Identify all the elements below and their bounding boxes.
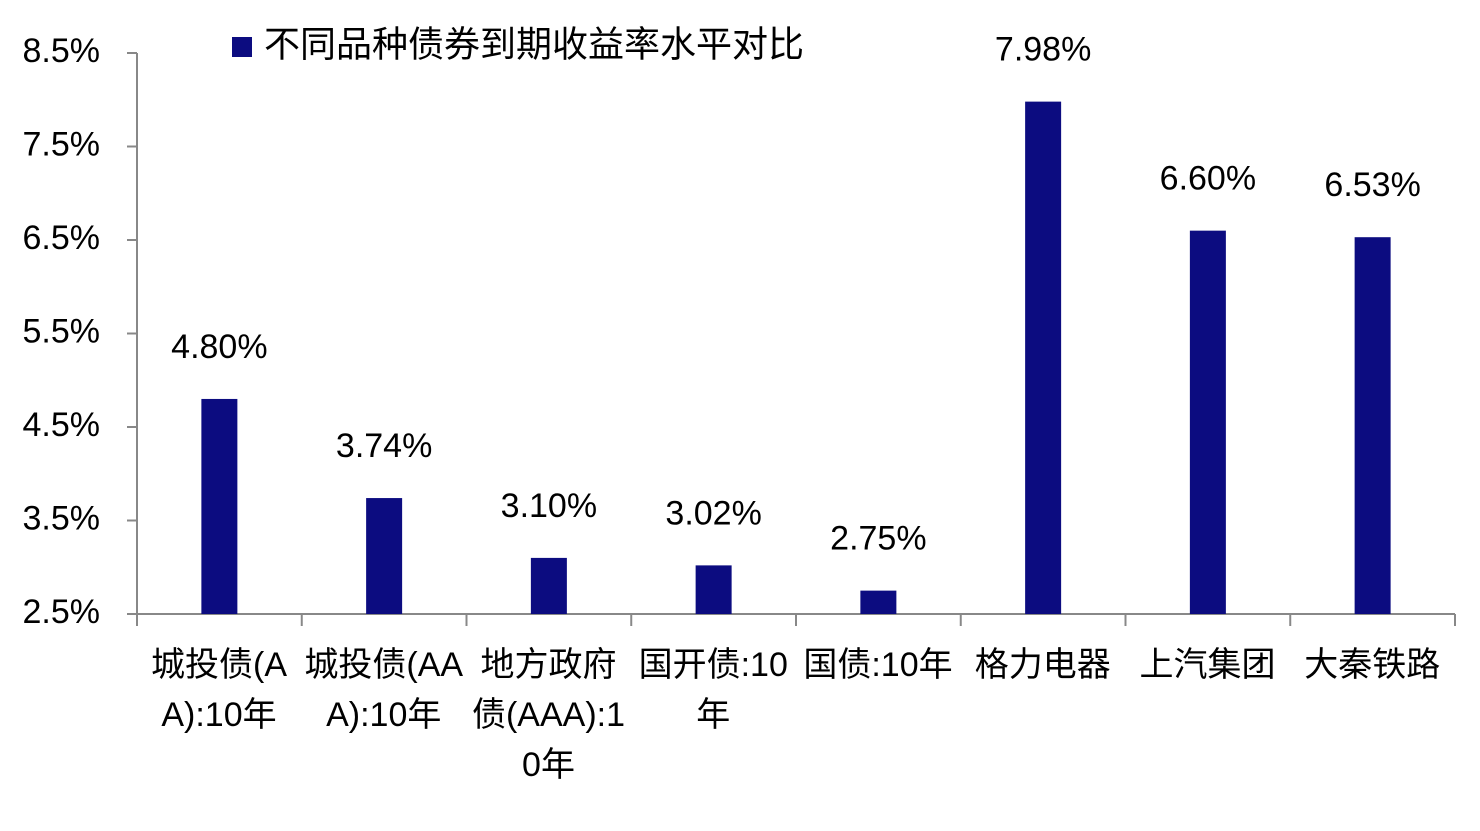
y-tick-label: 7.5% bbox=[23, 125, 101, 163]
legend-swatch bbox=[232, 37, 252, 57]
value-label: 3.02% bbox=[665, 494, 761, 532]
x-tick-label: 城投债(AA):10年 bbox=[151, 646, 287, 734]
value-label: 3.10% bbox=[501, 487, 597, 525]
bar bbox=[1354, 237, 1391, 614]
y-tick-label: 3.5% bbox=[23, 499, 101, 537]
x-tick-label: 城投债(AAA):10年 bbox=[304, 646, 464, 734]
x-tick-label: 上汽集团 bbox=[1139, 646, 1276, 684]
value-label: 7.98% bbox=[995, 31, 1091, 69]
x-tick-label: 地方政府债(AAA):10年 bbox=[471, 646, 626, 784]
bar bbox=[695, 565, 732, 614]
value-label: 6.60% bbox=[1160, 160, 1256, 198]
x-tick-label: 大秦铁路 bbox=[1304, 646, 1441, 684]
y-tick-label: 4.5% bbox=[23, 406, 101, 444]
x-tick-label: 国债:10年 bbox=[803, 646, 953, 684]
value-label: 3.74% bbox=[336, 427, 432, 465]
legend-label: 不同品种债券到期收益率水平对比 bbox=[264, 24, 804, 65]
bar bbox=[366, 498, 403, 614]
bar bbox=[1189, 230, 1226, 614]
y-tick-label: 6.5% bbox=[23, 219, 101, 257]
x-tick-label: 国开债:10年 bbox=[638, 646, 788, 734]
y-tick-label: 8.5% bbox=[23, 32, 101, 70]
y-tick-label: 2.5% bbox=[23, 593, 101, 631]
x-tick-label: 格力电器 bbox=[974, 646, 1111, 684]
value-label: 6.53% bbox=[1324, 166, 1420, 204]
bar bbox=[530, 557, 567, 614]
y-tick-label: 5.5% bbox=[23, 312, 101, 350]
value-label: 2.75% bbox=[830, 520, 926, 558]
value-label: 4.80% bbox=[171, 328, 267, 366]
bar bbox=[860, 590, 897, 614]
bar bbox=[201, 398, 238, 614]
bar bbox=[1025, 101, 1062, 615]
